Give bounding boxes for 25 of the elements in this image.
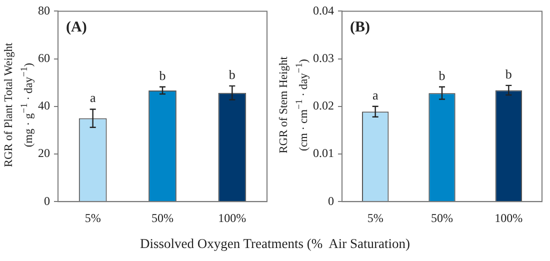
x-tick-label: 100% bbox=[494, 210, 523, 225]
y-tick-label: 0.01 bbox=[313, 146, 334, 160]
y-tick-label: 40 bbox=[38, 98, 50, 113]
annotation: (A) bbox=[66, 20, 87, 36]
annotation: (B) bbox=[350, 20, 370, 36]
y-tick-label: 0 bbox=[328, 194, 334, 208]
annotation: b bbox=[228, 66, 236, 82]
annotation: b bbox=[438, 68, 446, 83]
x-tick-label: 5% bbox=[367, 210, 384, 225]
y-tick-label: 20 bbox=[38, 146, 50, 160]
annotation: b bbox=[505, 66, 512, 82]
x-axis-title: Dissolved Oxygen Treatments (% Air Saturation) bbox=[139, 236, 411, 252]
y-tick-label: 60 bbox=[38, 50, 50, 65]
y-tick-label: 0.04 bbox=[313, 3, 334, 18]
annotation: a bbox=[90, 90, 96, 106]
y-tick-label: 0.03 bbox=[313, 50, 334, 65]
x-tick-label: 50% bbox=[152, 210, 174, 225]
annotation: a bbox=[372, 87, 378, 102]
x-tick-label: 50% bbox=[431, 210, 453, 225]
x-tick-label: 100% bbox=[218, 210, 246, 225]
y-tick-label: 0.02 bbox=[313, 98, 334, 113]
y-tick-label: 80 bbox=[38, 3, 50, 18]
annotation: b bbox=[159, 68, 166, 83]
x-tick-label: 5% bbox=[84, 210, 101, 225]
y-tick-label: 0 bbox=[44, 194, 50, 208]
